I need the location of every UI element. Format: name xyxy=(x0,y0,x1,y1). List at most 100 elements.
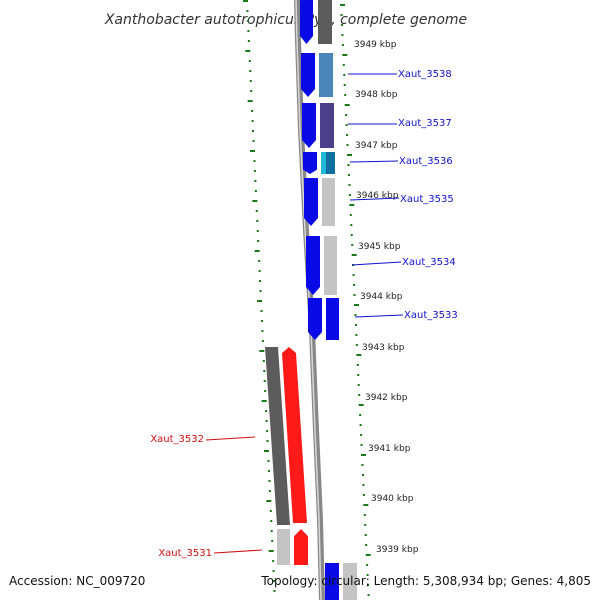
ruler-left-ticks xyxy=(243,0,276,592)
ruler-label: 3939 kbp xyxy=(376,545,419,555)
ruler-tick xyxy=(342,54,348,56)
ruler-tick xyxy=(252,200,258,202)
ruler-tick xyxy=(265,410,268,412)
ruler-tick xyxy=(343,84,346,86)
ruler-tick xyxy=(273,590,276,592)
gene-label-xaut-3538[interactable]: Xaut_3538 xyxy=(398,69,452,80)
gene-arrow-forward xyxy=(301,53,315,97)
gene-arrow-forward xyxy=(300,0,313,44)
ruler-tick xyxy=(357,384,360,386)
ruler-tick xyxy=(258,270,261,272)
gene-labels[interactable]: Xaut_3538 Xaut_3537 Xaut_3536 Xaut_3535 … xyxy=(150,69,457,559)
ruler-tick xyxy=(259,290,262,292)
ruler-tick xyxy=(252,130,255,132)
gene-label-xaut-3532[interactable]: Xaut_3532 xyxy=(150,434,204,445)
gene-arrow-forward xyxy=(306,236,320,295)
gene-leader-line xyxy=(213,549,263,554)
ruler-tick xyxy=(253,170,256,172)
ruler-tick xyxy=(253,160,256,162)
ruler-tick xyxy=(362,494,365,496)
ruler-tick xyxy=(266,430,269,432)
ruler-tick xyxy=(254,180,257,182)
ruler-tick xyxy=(347,154,352,156)
ruler-tick xyxy=(248,60,251,62)
ruler-label: 3941 kbp xyxy=(368,444,411,454)
ruler-tick xyxy=(246,20,249,22)
ruler-tick xyxy=(353,294,356,296)
ruler-tick xyxy=(252,140,255,142)
ruler-tick xyxy=(365,544,368,546)
ruler-tick xyxy=(348,194,351,196)
gene-arrow-forward xyxy=(304,178,318,226)
ruler-tick xyxy=(367,594,370,596)
gene-leader-line xyxy=(349,160,399,163)
ruler-tick xyxy=(364,524,367,526)
ruler-tick xyxy=(245,50,251,52)
gene-leader-line xyxy=(205,436,256,441)
ruler-tick xyxy=(268,480,271,482)
ruler-tick xyxy=(256,220,259,222)
gene-arrow-forward xyxy=(308,298,322,340)
gene-label-xaut-3537[interactable]: Xaut_3537 xyxy=(398,118,452,129)
protein-block xyxy=(322,178,335,226)
gene-leader-line xyxy=(354,314,404,318)
ruler-tick xyxy=(351,244,354,246)
ruler-tick xyxy=(267,470,270,472)
ruler-tick xyxy=(264,450,269,452)
ruler-tick xyxy=(349,204,355,206)
topology-summary: Topology: circular; Length: 5,308,934 bp… xyxy=(261,574,591,588)
protein-block xyxy=(324,236,337,295)
gene-label-xaut-3533[interactable]: Xaut_3533 xyxy=(404,310,458,321)
ruler-label: 3942 kbp xyxy=(365,393,408,403)
ruler-tick xyxy=(359,424,362,426)
ruler-tick xyxy=(272,560,275,562)
gene-arrow-reverse xyxy=(282,347,307,523)
protein-block xyxy=(326,298,339,340)
ruler-tick xyxy=(367,584,370,586)
gene-label-xaut-3531[interactable]: Xaut_3531 xyxy=(158,548,212,559)
ruler-tick xyxy=(268,490,271,492)
ruler-tick xyxy=(270,530,273,532)
ruler-tick xyxy=(266,440,269,442)
ruler-tick xyxy=(266,500,272,502)
ruler-tick xyxy=(249,80,252,82)
gene-leader-line xyxy=(349,197,400,201)
ruler-tick xyxy=(358,394,361,396)
ruler-tick xyxy=(347,174,350,176)
ruler-tick xyxy=(340,14,343,16)
gene-arrow-forward xyxy=(325,563,339,600)
ruler-tick xyxy=(358,404,364,406)
gene-arrow-reverse xyxy=(294,529,308,565)
ruler-tick xyxy=(344,104,350,106)
ruler-tick xyxy=(357,374,360,376)
gene-features xyxy=(265,0,357,600)
ruler-tick xyxy=(343,74,346,76)
ruler-tick xyxy=(342,64,345,66)
accession-label: Accession: NC_009720 xyxy=(9,574,146,588)
ruler-tick xyxy=(250,90,253,92)
ruler-tick xyxy=(263,380,266,382)
ruler-tick xyxy=(258,260,261,262)
ruler-tick xyxy=(350,224,353,226)
ruler-tick xyxy=(251,110,254,112)
gene-label-xaut-3535[interactable]: Xaut_3535 xyxy=(400,194,454,205)
gene-label-xaut-3534[interactable]: Xaut_3534 xyxy=(402,257,456,268)
ruler-tick xyxy=(356,364,359,366)
ruler-tick xyxy=(254,190,257,192)
gene-label-xaut-3536[interactable]: Xaut_3536 xyxy=(399,156,453,167)
ruler-tick xyxy=(359,414,362,416)
ruler-tick xyxy=(349,214,352,216)
ruler-tick xyxy=(361,474,364,476)
ruler-tick xyxy=(268,550,274,552)
ruler-tick xyxy=(354,304,359,306)
protein-block xyxy=(277,529,290,565)
ruler-tick xyxy=(249,70,252,72)
genome-title: Xanthobacter autotrophicus Py2, complete… xyxy=(104,12,467,28)
ruler-labels: 3949 kbp 3948 kbp 3947 kbp 3946 kbp 3945… xyxy=(354,40,419,555)
ruler-tick xyxy=(341,34,344,36)
ruler-tick xyxy=(354,324,357,326)
ruler-label: 3943 kbp xyxy=(362,343,405,353)
ruler-tick xyxy=(352,274,355,276)
ruler-tick xyxy=(351,254,357,256)
